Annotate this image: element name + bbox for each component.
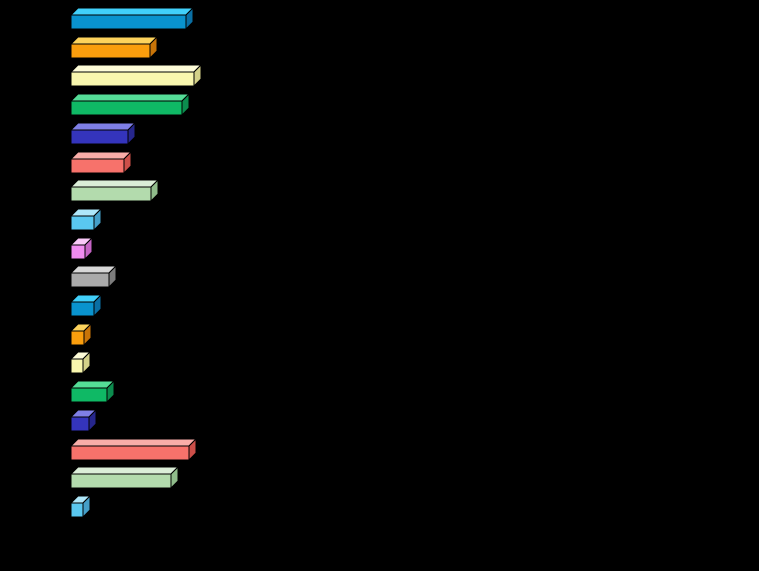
bar-3-front-face: [70, 71, 195, 87]
bar-18-front-face: [70, 502, 84, 518]
bar-12-front-face: [70, 330, 85, 346]
bar-3: [69, 63, 203, 88]
bar-8-front-face: [70, 215, 95, 231]
bar-9: [69, 236, 94, 261]
bar-13-front-face: [70, 358, 84, 374]
bar-13: [69, 350, 92, 375]
bar-4: [69, 92, 191, 117]
bar-16: [69, 437, 198, 462]
bar-6: [69, 150, 133, 175]
bar-17-top-face: [69, 466, 180, 475]
bar-7-front-face: [70, 186, 152, 202]
bar-1-front-face: [70, 14, 187, 30]
bar-2-top-face: [69, 36, 159, 45]
bar-14-front-face: [70, 387, 108, 403]
bar-2: [69, 35, 159, 60]
bar-6-top-face: [69, 151, 133, 160]
bar-16-front-face: [70, 445, 190, 461]
bar-11: [69, 293, 103, 318]
bar-17: [69, 465, 180, 490]
bar-17-front-face: [70, 473, 172, 489]
bar-15-front-face: [70, 416, 90, 432]
bar-7-top-face: [69, 179, 160, 188]
bar-16-top-face: [69, 438, 198, 447]
bar-5-front-face: [70, 129, 129, 145]
bar-2-front-face: [70, 43, 151, 59]
bar-15: [69, 408, 98, 433]
bar-18: [69, 494, 92, 519]
bar-1-top-face: [69, 7, 195, 16]
bar-8: [69, 207, 103, 232]
bar-10: [69, 264, 118, 289]
bar-4-top-face: [69, 93, 191, 102]
bar-5-top-face: [69, 122, 137, 131]
bar-4-front-face: [70, 100, 183, 116]
bar-9-front-face: [70, 244, 86, 260]
bar-12: [69, 322, 93, 347]
bar-3-top-face: [69, 64, 203, 73]
bar-11-front-face: [70, 301, 95, 317]
bar-7: [69, 178, 160, 203]
bar-10-front-face: [70, 272, 110, 288]
bar-5: [69, 121, 137, 146]
bar-1: [69, 6, 195, 31]
bar-10-top-face: [69, 265, 118, 274]
bar-14: [69, 379, 116, 404]
bar-6-front-face: [70, 158, 125, 174]
